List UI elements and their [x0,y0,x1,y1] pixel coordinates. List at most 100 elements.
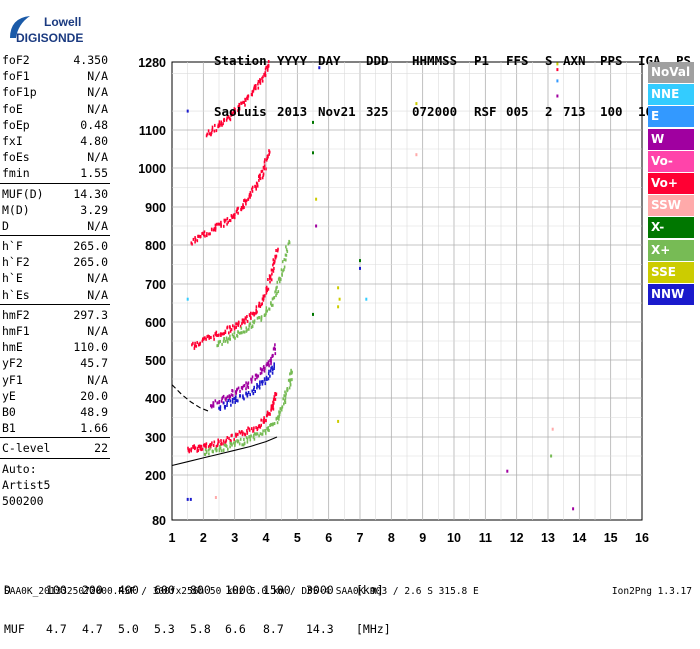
echo-point [238,442,241,446]
echo-point [197,449,199,453]
echo-point [285,245,287,249]
echo-point [248,193,251,197]
echo-point [259,176,261,180]
echo-point [243,318,245,322]
echo-point [288,386,291,390]
echo-point [242,100,244,104]
echo-point [201,447,204,451]
echo-point [203,452,206,456]
echo-point [219,444,221,448]
echo-point [284,394,287,398]
echo-point [270,301,272,305]
echo-point [232,214,235,218]
echo-point [198,342,200,346]
echo-point [267,428,269,432]
echo-point [228,397,231,400]
y-tick-label: 1100 [139,124,166,138]
param-row-yf2: yF2 45.7 [0,355,112,371]
echo-point [245,392,247,396]
echo-point [264,71,266,75]
echo-point [206,234,208,238]
echo-point [234,440,237,444]
echo-point [270,422,273,426]
echo-point [268,369,270,373]
echo-point [219,408,222,411]
echo-point [240,206,243,209]
echo-point [242,320,244,324]
echo-point [244,321,246,325]
echo-point [285,258,287,262]
echo-point [228,436,230,440]
isolated-echo-point [315,197,318,201]
x-tick-label: 1 [169,531,176,545]
echo-point [221,332,224,336]
param-row-hme: hmE 110.0 [0,339,112,355]
echo-point [257,374,260,378]
echo-point [268,274,271,278]
echo-point [188,450,190,454]
echo-point [245,317,247,321]
param-row-fof1: foF1 N/A [0,68,112,84]
echo-point [225,398,227,402]
header-value-7: 2 [545,104,553,119]
echo-point [210,336,212,340]
echo-point [271,268,274,272]
echo-point [246,440,249,444]
muf-cell-2: 4.7 [82,622,103,636]
echo-point [251,325,254,328]
param-name: yF2 [2,356,23,371]
legend-item-w: W [648,128,694,150]
isolated-echo-point [556,79,559,83]
echo-point [256,428,259,432]
echo-point [240,207,242,211]
echo-point [264,158,266,162]
echo-point [242,394,244,398]
echo-point [275,288,277,292]
echo-point [195,344,198,348]
echo-point [273,296,276,299]
echo-point [188,448,191,452]
echo-point [240,101,243,105]
echo-point [209,445,212,449]
header-value-9: 100 [600,104,623,119]
electron-density-profile-dashed [171,384,210,413]
echo-point [260,371,263,375]
echo-point [239,389,241,393]
echo-point [263,416,265,420]
param-row-mufd: MUF(D) 14.30 [0,186,112,202]
echo-point [229,445,231,449]
echo-point [273,365,275,368]
echo-point [274,397,277,401]
echo-point [264,429,267,433]
echo-point [251,427,253,431]
echo-point [203,230,206,234]
param-value: N/A [87,101,108,116]
echo-point [203,443,205,447]
echo-point [268,307,270,311]
echo-point [217,438,219,442]
echo-point [270,278,273,282]
echo-point [229,399,231,403]
distance-row: D 100 200 400 600 800 1000 1500 3000 [km] [4,584,384,597]
echo-point [263,294,266,298]
echo-point [273,401,275,405]
echo-point [214,399,217,403]
echo-point [228,116,231,120]
echo-point [215,222,218,226]
echo-point [233,441,235,445]
echo-point [218,222,221,226]
echo-point [204,234,206,238]
echo-point [194,240,196,244]
y-tick-label: 80 [152,514,166,528]
muf-cell-4: 5.3 [154,622,175,636]
param-value: 1.55 [80,166,108,181]
echo-point [251,187,253,191]
x-tick-label: 4 [263,531,270,545]
echo-point [230,403,232,407]
echo-point [273,422,276,425]
echo-point [221,396,224,400]
echo-point [241,387,244,391]
echo-point [269,276,271,280]
echo-point [235,322,237,326]
echo-point [223,337,225,341]
